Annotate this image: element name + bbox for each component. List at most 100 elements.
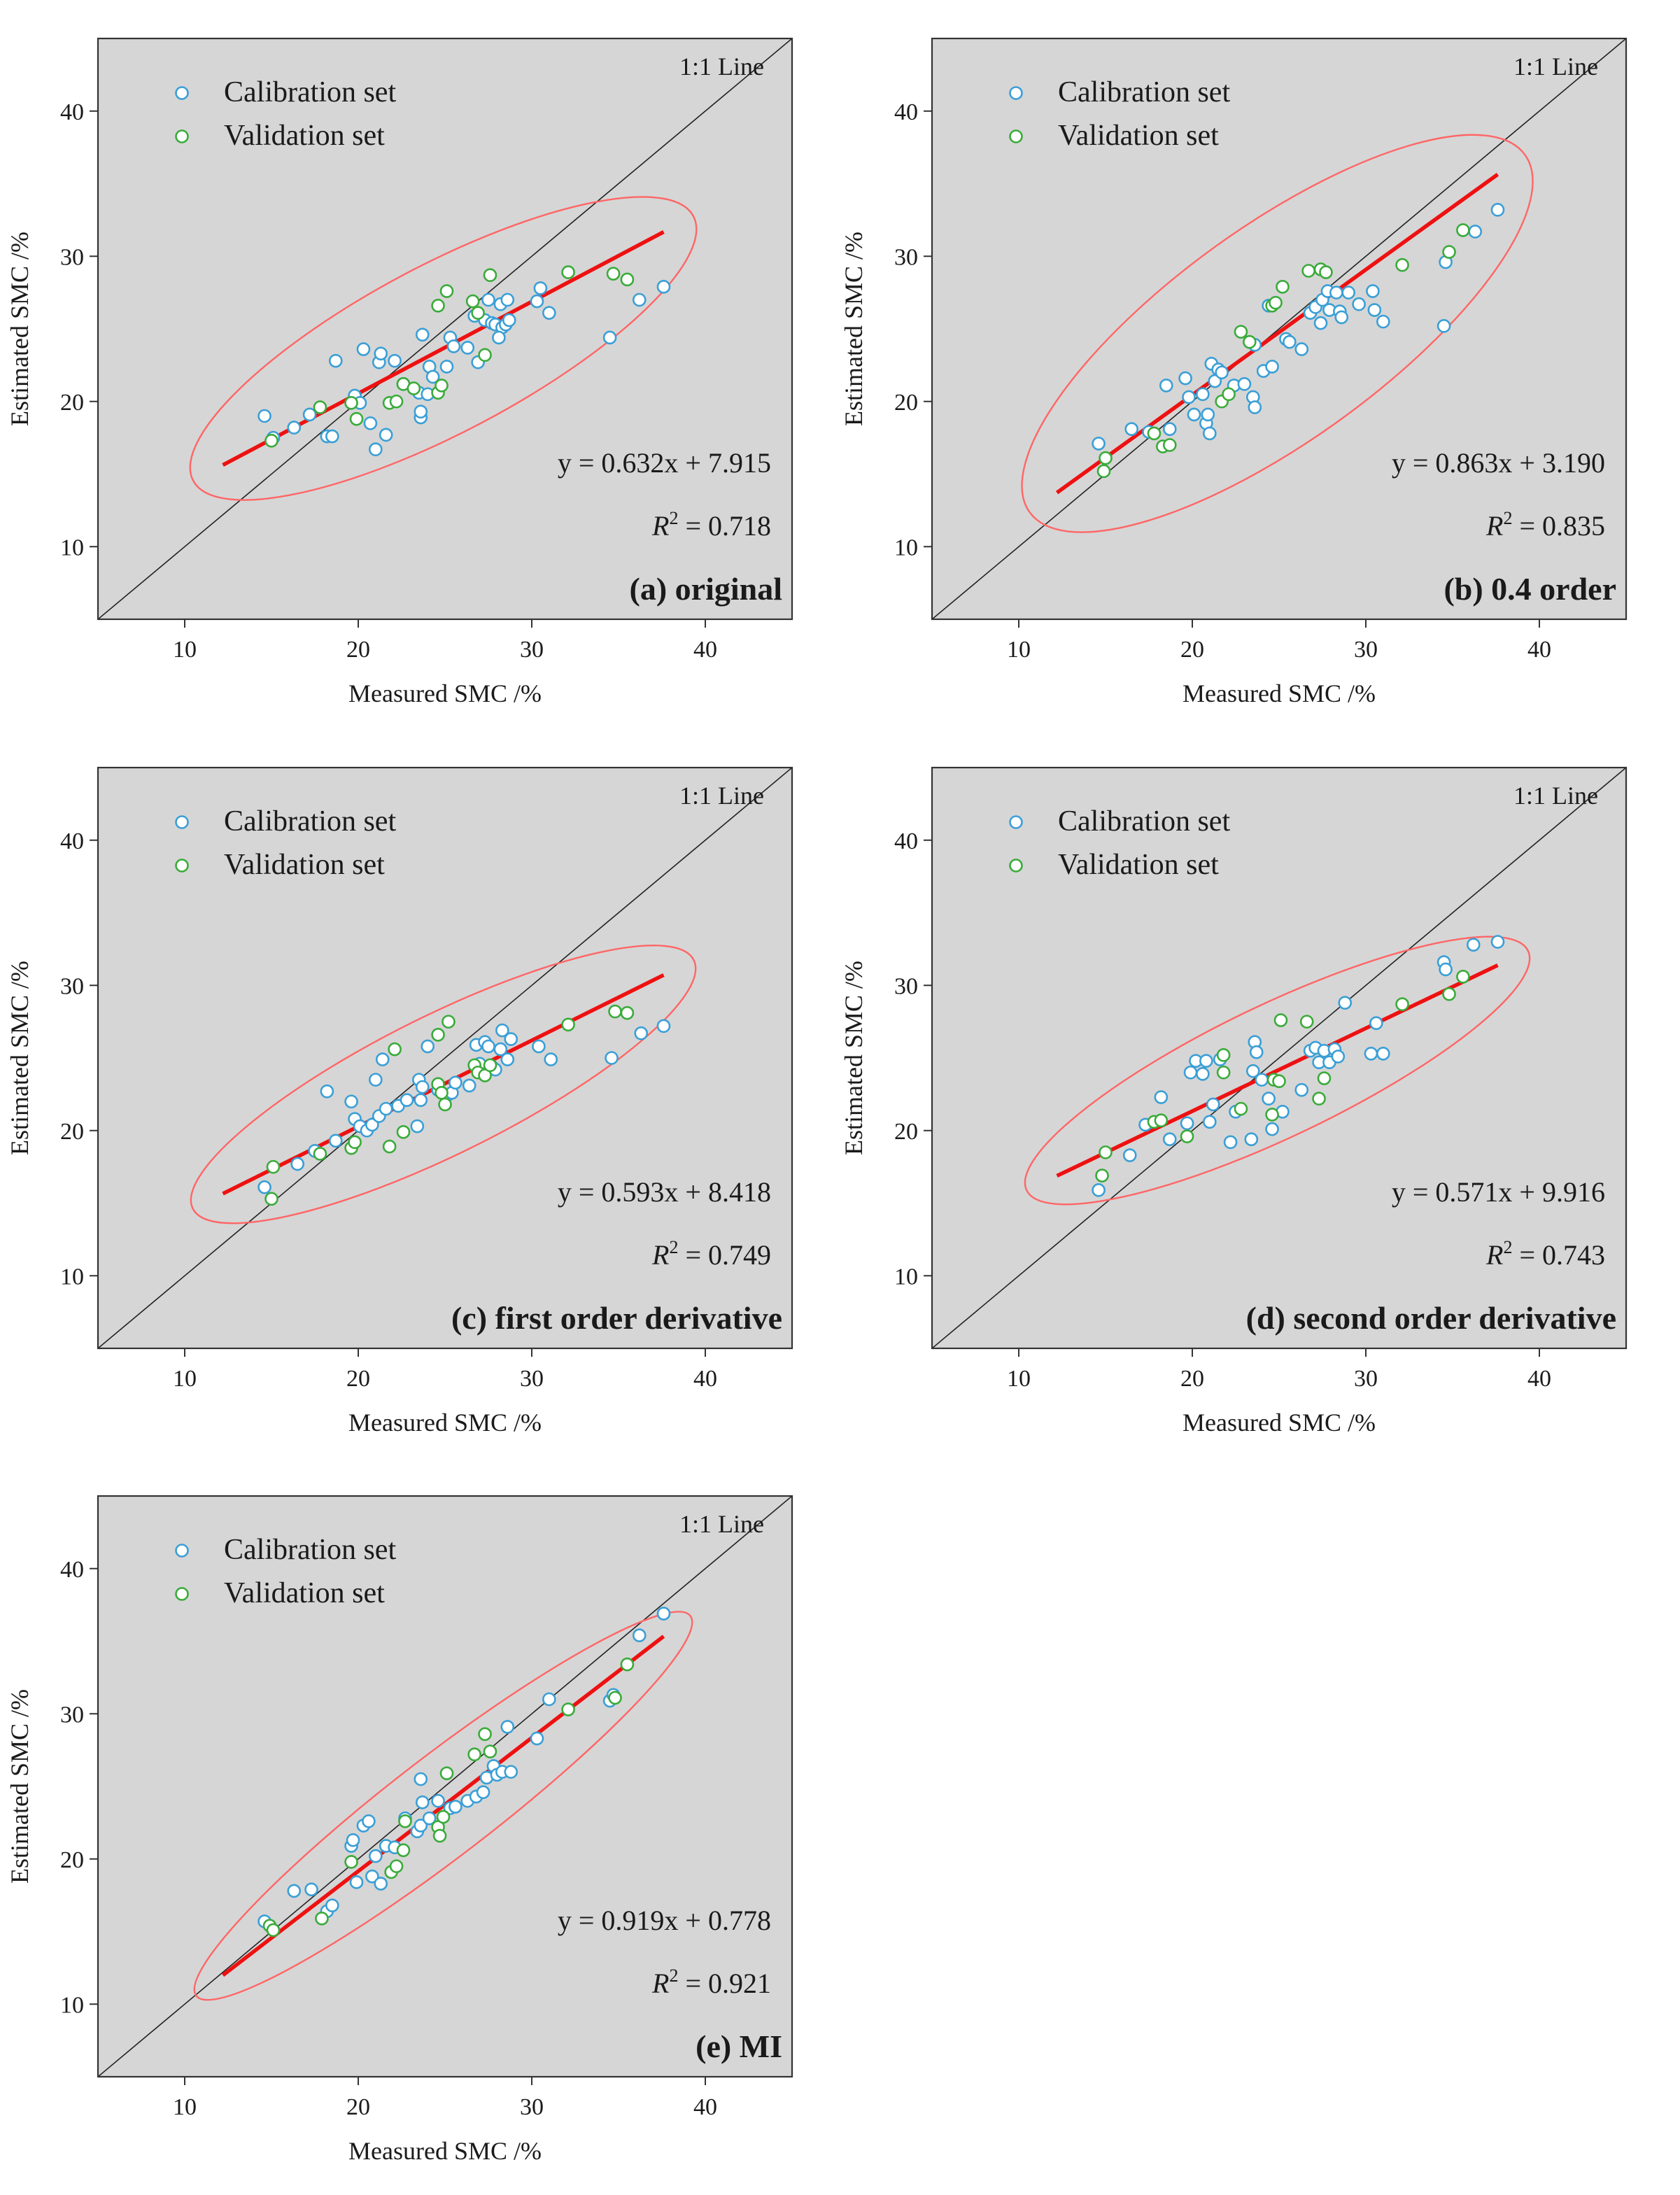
- validation-point: [620, 1005, 635, 1020]
- calibration-point: [632, 1628, 647, 1642]
- validation-point: [1442, 245, 1456, 259]
- y-tick-label: 10: [894, 1264, 918, 1290]
- calibration-point: [356, 342, 371, 356]
- y-tick-label: 20: [60, 1847, 84, 1873]
- calibration-point: [656, 280, 671, 294]
- calibration-point: [362, 1814, 376, 1828]
- validation-point: [478, 1727, 492, 1742]
- validation-point: [467, 1747, 481, 1762]
- legend: Calibration set Validation set: [1009, 805, 1230, 881]
- y-axis-title: Estimated SMC /%: [6, 961, 34, 1155]
- calibration-point: [656, 1607, 671, 1621]
- reference-line: [98, 38, 792, 619]
- validation-point: [1317, 1071, 1332, 1085]
- reference-line-label: 1:1 Line: [679, 52, 764, 80]
- panel-label: (a) original: [630, 571, 782, 607]
- y-tick-label: 40: [894, 99, 918, 125]
- validation-point: [396, 1843, 411, 1858]
- calibration-point: [500, 292, 515, 307]
- calibration-point: [379, 428, 393, 442]
- validation-point: [389, 1859, 404, 1873]
- calibration-point: [1092, 1183, 1106, 1197]
- calibration-point: [481, 1039, 495, 1054]
- panel-label: (e) MI: [696, 2028, 782, 2064]
- calibration-point: [421, 1039, 435, 1054]
- calibration-point: [1376, 1046, 1390, 1061]
- calibration-point: [460, 341, 475, 355]
- calibration-point: [544, 1052, 558, 1066]
- x-tick-label: 40: [693, 637, 717, 663]
- validation-point: [1319, 265, 1333, 279]
- x-tick-label: 20: [1180, 1366, 1204, 1392]
- calibration-point: [1182, 390, 1196, 404]
- fit-line: [221, 1635, 665, 1977]
- calibration-point: [542, 306, 556, 320]
- confidence-ellipse: [190, 945, 697, 1224]
- confidence-ellipse: [193, 1611, 693, 2001]
- legend: Calibration set Validation set: [175, 1534, 396, 1609]
- calibration-point: [1244, 1132, 1259, 1146]
- legend: Calibration set Validation set: [175, 805, 396, 881]
- calibration-point: [656, 1019, 671, 1033]
- validation-point: [561, 265, 575, 279]
- calibration-point: [1366, 284, 1380, 298]
- reference-line-label: 1:1 Line: [679, 782, 764, 810]
- calibration-point: [1294, 1082, 1309, 1097]
- calibration-point: [1265, 1122, 1279, 1136]
- calibration-point: [1490, 203, 1505, 217]
- calibration-point: [1159, 379, 1173, 393]
- validation-point: [1299, 1015, 1314, 1029]
- x-tick-label: 30: [520, 1366, 544, 1392]
- validation-point: [435, 379, 449, 393]
- validation-point: [1099, 1145, 1113, 1159]
- calibration-point: [1352, 297, 1366, 311]
- y-tick-label: 30: [60, 244, 84, 270]
- confidence-ellipse: [1021, 134, 1534, 533]
- fit-line: [1055, 173, 1499, 495]
- x-tick-label: 20: [346, 637, 370, 663]
- calibration-point: [1203, 1115, 1217, 1129]
- legend-validation-label: Validation set: [224, 849, 385, 881]
- plot-frame: [931, 37, 1628, 621]
- calibration-point: [530, 294, 544, 309]
- calibration-point: [533, 281, 548, 295]
- r-squared: R2 = 0.743: [1485, 1237, 1605, 1271]
- calibration-point: [320, 1084, 334, 1099]
- validation-point: [389, 394, 404, 409]
- calibration-point: [415, 1080, 430, 1094]
- x-tick-label: 30: [520, 2094, 544, 2120]
- regression-equation: y = 0.632x + 7.915: [558, 447, 771, 479]
- r-squared-symbol: R: [651, 510, 669, 542]
- calibration-point: [500, 1720, 515, 1734]
- calibration-point: [363, 416, 378, 430]
- legend-validation-label: Validation set: [224, 1577, 385, 1609]
- r-squared-exponent: 2: [669, 508, 678, 528]
- calibration-point: [1203, 426, 1217, 441]
- y-axis-title: Estimated SMC /%: [840, 961, 868, 1155]
- y-tick-label: 40: [60, 99, 84, 125]
- validation-point: [431, 298, 445, 313]
- x-tick-label: 20: [346, 2094, 370, 2120]
- calibration-point: [1246, 1064, 1260, 1078]
- calibration-point: [449, 1800, 463, 1814]
- calibration-point: [1162, 422, 1177, 436]
- calibration-point: [1313, 316, 1328, 330]
- calibration-point: [1376, 314, 1390, 329]
- r-squared-value: = 0.743: [1512, 1239, 1605, 1271]
- x-tick-label: 10: [173, 637, 197, 663]
- calibration-point: [414, 404, 428, 419]
- validation-point: [264, 1192, 278, 1206]
- calibration-point: [257, 409, 271, 423]
- x-tick-label: 40: [1527, 637, 1551, 663]
- legend-validation-marker: [175, 1587, 189, 1601]
- y-tick-label: 20: [60, 390, 84, 416]
- plot-frame: [931, 766, 1628, 1350]
- validation-point: [483, 268, 497, 283]
- calibration-point: [530, 1731, 544, 1746]
- fit-line: [1056, 964, 1499, 1178]
- validation-point: [1099, 451, 1113, 465]
- x-axis-title: Measured SMC /%: [348, 1409, 542, 1437]
- legend-calibration-marker: [175, 1544, 189, 1558]
- panel-label: (c) first order derivative: [451, 1300, 782, 1336]
- validation-point: [606, 267, 621, 281]
